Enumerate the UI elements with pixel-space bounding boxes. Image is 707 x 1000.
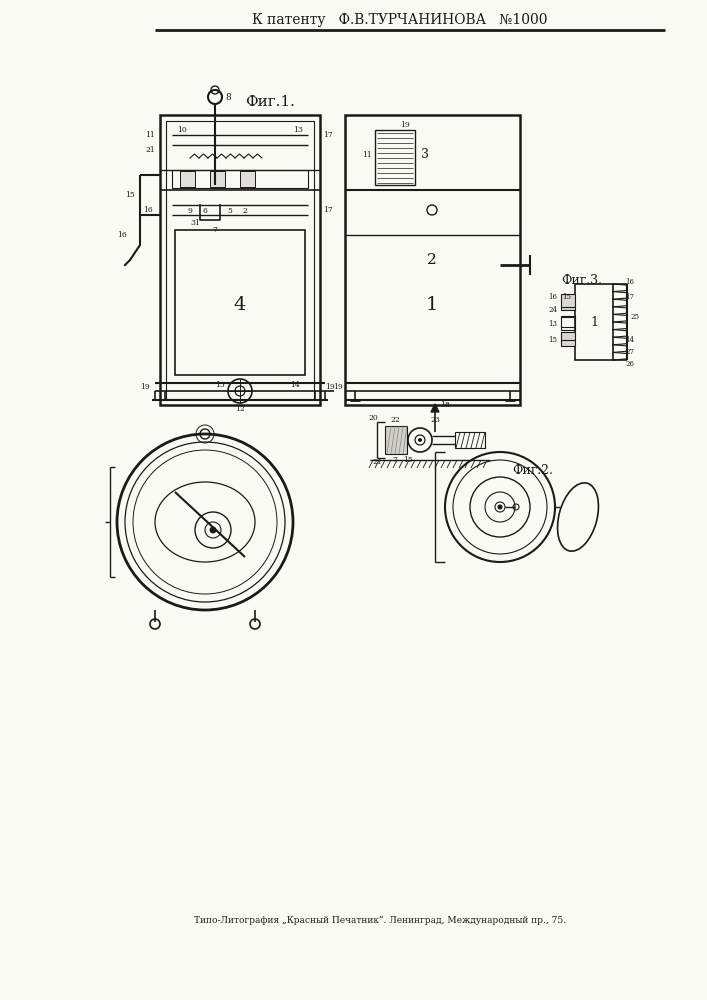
Text: К патенту   Ф.В.ТУРЧАНИНОВА   №1000: К патенту Ф.В.ТУРЧАНИНОВА №1000 xyxy=(252,13,548,27)
Text: 15: 15 xyxy=(125,191,135,199)
Text: 3: 3 xyxy=(421,148,429,161)
Text: 21: 21 xyxy=(372,458,382,466)
Text: 19: 19 xyxy=(333,383,343,391)
Text: 15: 15 xyxy=(549,336,558,344)
Text: Фиг.2.: Фиг.2. xyxy=(513,464,554,477)
Text: Фиг.1.: Фиг.1. xyxy=(245,95,295,109)
Text: 19: 19 xyxy=(400,121,410,129)
Bar xyxy=(561,332,575,346)
Text: 15: 15 xyxy=(215,381,225,389)
Text: 21: 21 xyxy=(145,146,155,154)
Circle shape xyxy=(419,438,421,442)
Text: 17: 17 xyxy=(626,293,634,301)
Text: 1: 1 xyxy=(590,316,598,328)
Bar xyxy=(180,171,195,187)
Text: 7: 7 xyxy=(392,456,397,464)
Text: 14: 14 xyxy=(290,381,300,389)
Text: 2: 2 xyxy=(243,207,247,215)
Text: 16: 16 xyxy=(626,278,634,286)
Text: 17: 17 xyxy=(323,206,333,214)
Text: 18: 18 xyxy=(440,401,450,409)
Text: 16: 16 xyxy=(117,231,127,239)
Text: 22: 22 xyxy=(390,416,400,424)
Text: 6: 6 xyxy=(203,207,207,215)
Bar xyxy=(172,170,308,188)
Bar xyxy=(345,115,520,405)
Text: 7: 7 xyxy=(213,226,218,234)
Bar xyxy=(166,121,314,399)
Text: 24: 24 xyxy=(549,306,558,314)
Text: 8: 8 xyxy=(225,93,231,102)
Text: 23: 23 xyxy=(430,416,440,424)
Text: 5: 5 xyxy=(228,207,233,215)
Text: 14: 14 xyxy=(626,336,634,344)
Text: 27: 27 xyxy=(626,348,634,356)
Text: 13: 13 xyxy=(293,126,303,134)
Text: 12: 12 xyxy=(235,405,245,413)
Text: 11: 11 xyxy=(145,131,155,139)
Bar xyxy=(210,171,225,187)
Text: 19: 19 xyxy=(140,383,150,391)
Text: 16: 16 xyxy=(549,293,558,301)
Text: 15: 15 xyxy=(563,293,571,301)
Text: 19: 19 xyxy=(325,383,335,391)
Text: 15: 15 xyxy=(403,456,413,464)
Bar xyxy=(375,130,415,185)
Text: Фиг.3.: Фиг.3. xyxy=(561,273,602,286)
Text: 16: 16 xyxy=(143,206,153,214)
Polygon shape xyxy=(431,404,439,412)
Bar xyxy=(561,294,575,310)
Bar xyxy=(175,230,305,375)
Bar xyxy=(561,316,575,330)
Text: 20: 20 xyxy=(368,414,378,422)
Text: 25: 25 xyxy=(631,313,640,321)
Circle shape xyxy=(210,527,216,533)
Text: Типо-Литография „Красный Печатник“. Ленинград, Международный пр., 75.: Типо-Литография „Красный Печатник“. Лени… xyxy=(194,915,566,925)
Text: 9: 9 xyxy=(187,207,192,215)
Text: 11: 11 xyxy=(362,151,372,159)
Bar xyxy=(160,115,320,405)
Bar xyxy=(240,171,255,187)
Text: 26: 26 xyxy=(626,360,634,368)
Circle shape xyxy=(498,505,502,509)
Text: 10: 10 xyxy=(177,126,187,134)
Bar xyxy=(575,284,613,360)
Text: 17: 17 xyxy=(323,131,333,139)
Bar xyxy=(385,426,407,454)
Text: 1: 1 xyxy=(426,296,438,314)
Text: 4: 4 xyxy=(234,296,246,314)
Bar xyxy=(455,432,485,448)
Text: 31: 31 xyxy=(190,219,200,227)
Text: 13: 13 xyxy=(549,320,557,328)
Text: 2: 2 xyxy=(427,253,437,267)
